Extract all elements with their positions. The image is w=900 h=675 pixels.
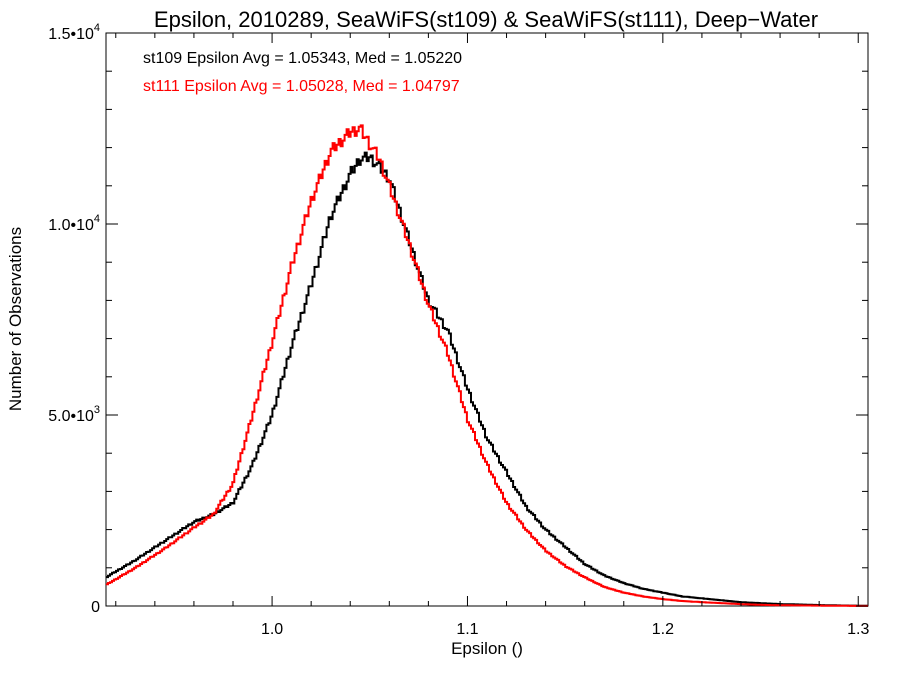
series-layer [106,124,868,607]
ticks-layer: 1.0 1.1 1.2 1.3 0 5.0•103 1.0•104 1.5•104 [48,22,869,638]
x-tick-label: 1.0 [261,621,283,638]
y-tick-label: 1.0•104 [48,213,100,234]
x-tick-label: 1.3 [847,621,869,638]
chart-title: Epsilon, 2010289, SeaWiFS(st109) & SeaWi… [154,7,818,32]
y-tick-label: 1.5•104 [48,22,100,43]
annotation-st111: st111 Epsilon Avg = 1.05028, Med = 1.047… [143,78,460,95]
x-tick-label: 1.2 [652,621,674,638]
series-line-st109 [106,151,868,607]
x-tick-label: 1.1 [456,621,478,638]
series-line-st111 [106,124,868,607]
y-tick-label: 0 [91,599,100,616]
annotation-st109: st109 Epsilon Avg = 1.05343, Med = 1.052… [143,50,462,67]
x-axis-label: Epsilon () [451,639,523,658]
y-axis-label: Number of Observations [6,227,25,411]
plot-frame [105,32,869,607]
y-tick-label: 5.0•103 [48,404,100,425]
